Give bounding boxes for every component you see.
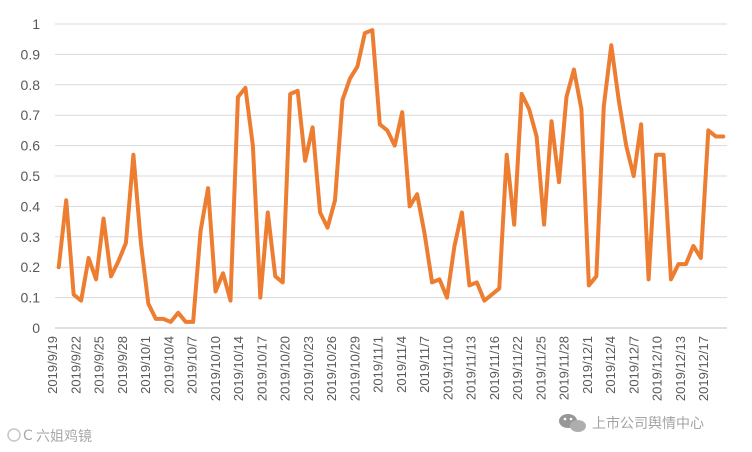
y-tick-label: 0.4 — [21, 198, 41, 214]
x-tick-label: 2019/10/26 — [324, 336, 339, 401]
watermark-left-text: 六姐鸡镜 — [36, 428, 92, 445]
y-tick-label: 0.2 — [21, 259, 41, 275]
x-tick-label: 2019/12/7 — [626, 336, 641, 394]
x-tick-label: 2019/10/7 — [185, 336, 200, 394]
x-tick-label: 2019/11/16 — [487, 336, 502, 400]
wechat-icon — [559, 414, 586, 432]
x-tick-label: 2019/12/17 — [696, 336, 711, 401]
x-tick-label: 2019/11/28 — [557, 336, 572, 400]
x-tick-label: 2019/9/28 — [115, 336, 130, 394]
x-tick-label: 2019/12/10 — [650, 336, 665, 401]
x-tick-label: 2019/11/25 — [533, 336, 548, 400]
x-tick-label: 2019/11/7 — [417, 336, 432, 393]
y-tick-label: 0.3 — [21, 229, 41, 245]
watermark-logo-icon — [7, 428, 21, 442]
series-group — [56, 28, 726, 324]
y-tick-label: 1 — [32, 16, 40, 32]
y-axis-ticks: 0 0.1 0.2 0.3 0.4 0.5 0.6 0.7 0.8 0.9 1 — [21, 16, 41, 336]
watermark-right: 上市公司舆情中心 — [559, 414, 704, 432]
x-tick-label: 2019/10/14 — [231, 336, 246, 401]
x-tick-label: 2019/11/10 — [440, 336, 455, 400]
y-tick-label: 0 — [32, 320, 40, 336]
y-tick-label: 0.1 — [21, 290, 41, 306]
x-tick-label: 2019/10/4 — [161, 336, 176, 394]
x-tick-label: 2019/10/29 — [347, 336, 362, 401]
watermark-left: C 六姐鸡镜 — [7, 428, 92, 445]
gridlines — [55, 23, 727, 299]
x-tick-label: 2019/12/13 — [673, 336, 688, 401]
y-tick-label: 0.9 — [21, 46, 41, 62]
x-tick-label: 2019/12/1 — [580, 336, 595, 394]
x-tick-label: 2019/10/23 — [301, 336, 316, 401]
x-tick-label: 2019/9/25 — [92, 336, 107, 394]
x-tick-label: 2019/9/22 — [68, 336, 83, 394]
watermark-c-glyph: C — [23, 428, 33, 444]
x-axis-ticks: 2019/9/19 2019/9/22 2019/9/25 2019/9/28 2019… — [45, 336, 711, 401]
x-tick-label: 2019/10/17 — [254, 336, 269, 401]
x-tick-label: 2019/9/19 — [45, 336, 60, 394]
y-tick-label: 0.7 — [21, 107, 41, 123]
x-tick-label: 2019/11/4 — [394, 336, 409, 393]
x-tick-label: 2019/10/1 — [138, 336, 153, 394]
x-tick-label: 2019/10/20 — [278, 336, 293, 401]
y-tick-label: 0.8 — [21, 77, 41, 93]
x-tick-label: 2019/11/1 — [371, 336, 386, 393]
y-tick-label: 0.6 — [21, 138, 41, 154]
watermark-right-text: 上市公司舆情中心 — [592, 415, 704, 432]
x-tick-label: 2019/12/4 — [603, 336, 618, 394]
x-tick-label: 2019/11/13 — [464, 336, 479, 400]
x-tick-label: 2019/11/22 — [510, 336, 525, 400]
y-tick-label: 0.5 — [21, 168, 41, 184]
x-tick-label: 2019/10/10 — [208, 336, 223, 401]
series-line — [56, 28, 726, 324]
